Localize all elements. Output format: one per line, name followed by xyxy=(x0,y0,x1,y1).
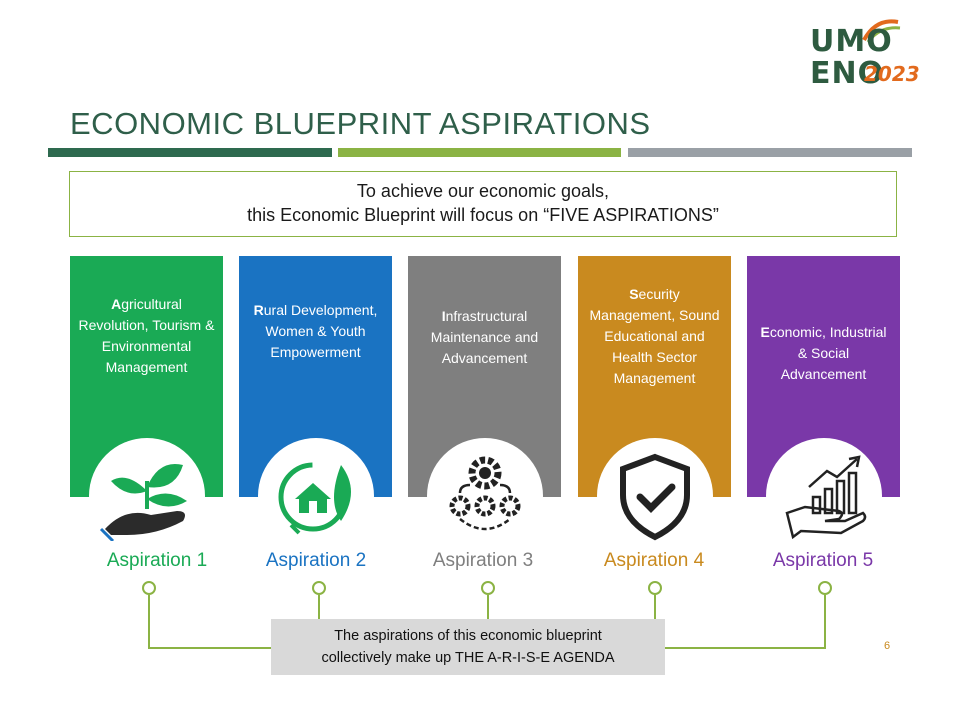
intro-line2: this Economic Blueprint will focus on “F… xyxy=(247,205,719,225)
umo-eno-logo: UMO ENO 2023 xyxy=(806,18,920,91)
title-divider-light-green xyxy=(338,148,621,157)
title-divider-gray xyxy=(628,148,912,157)
aspiration-2-text: Rural Development, Women & Youth Empower… xyxy=(247,300,384,363)
connector-bottom-right xyxy=(664,647,826,649)
logo-line1: UMO xyxy=(810,24,893,59)
connector-bottom-left xyxy=(148,647,272,649)
slide-title: ECONOMIC BLUEPRINT ASPIRATIONS xyxy=(70,106,651,141)
shield-check-icon xyxy=(620,453,690,541)
summary-line1: The aspirations of this economic bluepri… xyxy=(334,628,602,644)
aspiration-2-rest: ural Development, Women & Youth Empowerm… xyxy=(263,302,378,360)
connector-3 xyxy=(487,595,489,619)
aspiration-5-rest: conomic, Industrial & Social Advancement xyxy=(769,324,887,382)
logo-swoosh-icon xyxy=(862,19,901,43)
aspiration-5-label: Aspiration 5 xyxy=(772,550,874,571)
aspiration-1-initial: A xyxy=(111,296,122,312)
aspiration-5-text: Economic, Industrial & Social Advancemen… xyxy=(755,322,892,385)
aspiration-5-icon-circle xyxy=(766,438,882,554)
aspiration-1-text: Agricultural Revolution, Tourism & Envir… xyxy=(78,294,215,378)
aspiration-4-icon-circle xyxy=(597,438,713,554)
timeline-node-3 xyxy=(481,581,495,595)
aspiration-4-label: Aspiration 4 xyxy=(603,550,705,571)
connector-5 xyxy=(824,595,826,649)
timeline-node-1 xyxy=(142,581,156,595)
aspiration-1-icon-circle xyxy=(89,438,205,554)
gears-icon xyxy=(449,456,521,531)
aspiration-1-rest: gricultural Revolution, Tourism & Enviro… xyxy=(78,296,215,375)
aspiration-3-icon-circle xyxy=(427,438,543,554)
summary-line2: collectively make up THE A-R-I-S-E AGEND… xyxy=(321,650,615,666)
aspiration-2-initial: R xyxy=(253,302,264,318)
intro-box: To achieve our economic goals, this Econ… xyxy=(69,171,897,237)
intro-line1: To achieve our economic goals, xyxy=(356,181,610,201)
aspiration-2-label: Aspiration 2 xyxy=(265,550,367,571)
aspiration-4-rest: ecurity Management, Sound Educational an… xyxy=(589,286,720,386)
eco-house-icon xyxy=(278,462,351,535)
growth-chart-hand-icon xyxy=(785,455,867,540)
timeline-node-5 xyxy=(818,581,832,595)
aspiration-3-text: Infrastructural Maintenance and Advancem… xyxy=(416,306,553,369)
aspiration-3-initial: I xyxy=(441,308,446,324)
connector-4 xyxy=(654,595,656,619)
timeline-node-2 xyxy=(312,581,326,595)
summary-box: The aspirations of this economic bluepri… xyxy=(271,619,665,675)
aspiration-4-initial: S xyxy=(629,286,639,302)
connector-1 xyxy=(148,595,150,649)
logo-year: 2023 xyxy=(864,62,920,86)
plant-in-hand-icon xyxy=(99,463,187,541)
aspiration-3-rest: nfrastructural Maintenance and Advanceme… xyxy=(430,308,539,366)
aspiration-3-label: Aspiration 3 xyxy=(432,550,534,571)
aspiration-card-1: Agricultural Revolution, Tourism & Envir… xyxy=(70,256,223,497)
timeline-node-4 xyxy=(648,581,662,595)
aspiration-2-icon-circle xyxy=(258,438,374,554)
page-number: 6 xyxy=(884,640,891,652)
title-divider-dark-green xyxy=(48,148,332,157)
aspiration-1-label: Aspiration 1 xyxy=(106,550,208,571)
connector-2 xyxy=(318,595,320,619)
aspiration-5-initial: E xyxy=(760,324,770,340)
aspiration-4-text: Security Management, Sound Educational a… xyxy=(586,284,723,389)
logo-line2: ENO xyxy=(810,56,885,91)
